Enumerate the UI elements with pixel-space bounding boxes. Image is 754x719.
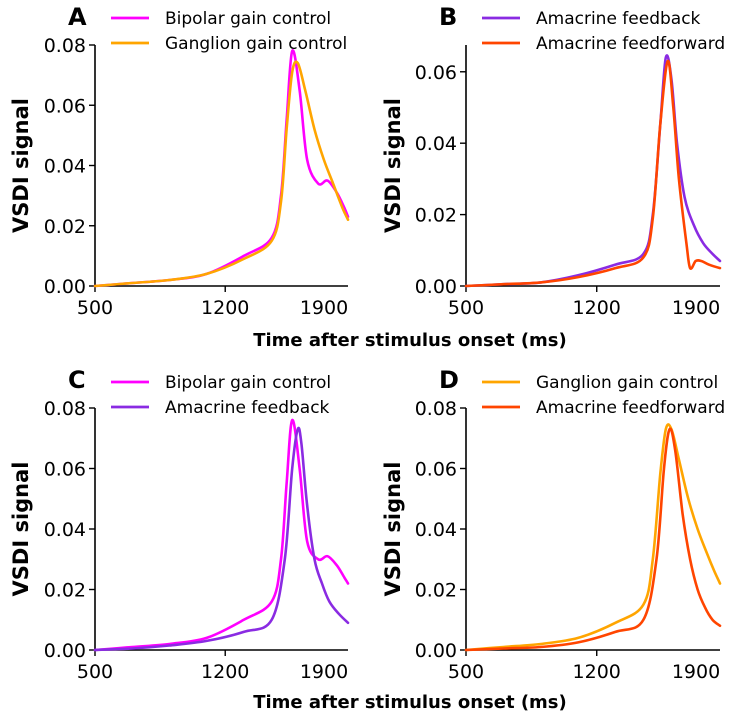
- y-tick-label: 0.08: [44, 398, 86, 420]
- y-tick-label: 0.02: [415, 205, 457, 227]
- y-axis-label: VSDI signal: [381, 462, 405, 597]
- panel-d: D 0.00 0.02 0.04 0.06 0.08 500 1200 1900 VSDI si…: [381, 366, 725, 683]
- y-tick-label: 0.06: [44, 95, 86, 117]
- legend-label: Ganglion gain control: [536, 373, 718, 393]
- series-line: [464, 54, 722, 288]
- y-tick-label: 0.04: [44, 156, 86, 178]
- legend-label: Amacrine feedforward: [536, 398, 725, 418]
- x-tick-label: 1200: [201, 661, 249, 683]
- panel-c: C 0.00 0.02 0.04 0.06 0.08 500 1200 1900 VSDI si…: [9, 366, 350, 683]
- x-tick-label: 1200: [201, 297, 249, 319]
- x-tick-label: 1200: [573, 297, 621, 319]
- panel-a: A 0.00 0.02 0.04 0.06 0.08 500 1200 1900 VSDI si…: [9, 3, 350, 319]
- x-tick-label: 1900: [300, 661, 348, 683]
- panel-d-letter: D: [439, 366, 459, 394]
- x-tick-label: 500: [448, 661, 484, 683]
- legend-label: Amacrine feedforward: [536, 34, 725, 54]
- x-tick-label: 1900: [300, 297, 348, 319]
- legend-label: Ganglion gain control: [165, 34, 347, 54]
- x-tick-label: 500: [77, 661, 113, 683]
- y-axis-label: VSDI signal: [9, 462, 33, 597]
- y-tick-label: 0.04: [44, 519, 86, 541]
- y-tick-label: 0.02: [44, 216, 86, 238]
- x-tick-label: 1900: [672, 297, 720, 319]
- y-tick-label: 0.04: [415, 133, 457, 155]
- y-tick-label: 0.00: [415, 276, 457, 298]
- series-line: [464, 423, 722, 652]
- y-tick-label: 0.08: [44, 35, 86, 57]
- series-line: [464, 59, 722, 288]
- y-tick-label: 0.04: [415, 519, 457, 541]
- y-tick-label: 0.00: [44, 640, 86, 662]
- panel-b-letter: B: [439, 3, 457, 31]
- x-tick-label: 1200: [573, 661, 621, 683]
- y-tick-label: 0.08: [415, 398, 457, 420]
- x-tick-label: 500: [448, 297, 484, 319]
- panel-a-letter: A: [68, 3, 87, 31]
- y-tick-label: 0.06: [415, 62, 457, 84]
- panel-c-letter: C: [68, 366, 86, 394]
- legend-label: Bipolar gain control: [165, 9, 331, 29]
- panel-b: B 0.00 0.02 0.04 0.06 500 1200 1900 VSDI signal…: [381, 3, 725, 319]
- legend-label: Amacrine feedback: [536, 9, 701, 29]
- x-axis-label-top: Time after stimulus onset (ms): [253, 330, 567, 351]
- series-line: [93, 49, 350, 288]
- y-axis-label: VSDI signal: [381, 98, 405, 233]
- x-axis-label-bottom: Time after stimulus onset (ms): [253, 692, 567, 713]
- series-line: [93, 426, 350, 652]
- y-tick-label: 0.02: [44, 580, 86, 602]
- x-tick-label: 1900: [672, 661, 720, 683]
- y-tick-label: 0.06: [415, 459, 457, 481]
- y-axis-label: VSDI signal: [9, 98, 33, 233]
- y-tick-label: 0.00: [415, 640, 457, 662]
- x-tick-label: 500: [77, 297, 113, 319]
- legend-label: Bipolar gain control: [165, 373, 331, 393]
- legend-label: Amacrine feedback: [165, 398, 330, 418]
- series-line: [464, 427, 722, 652]
- series-line: [93, 60, 350, 288]
- y-tick-label: 0.02: [415, 580, 457, 602]
- y-tick-label: 0.00: [44, 276, 86, 298]
- y-tick-label: 0.06: [44, 459, 86, 481]
- series-line: [93, 418, 350, 652]
